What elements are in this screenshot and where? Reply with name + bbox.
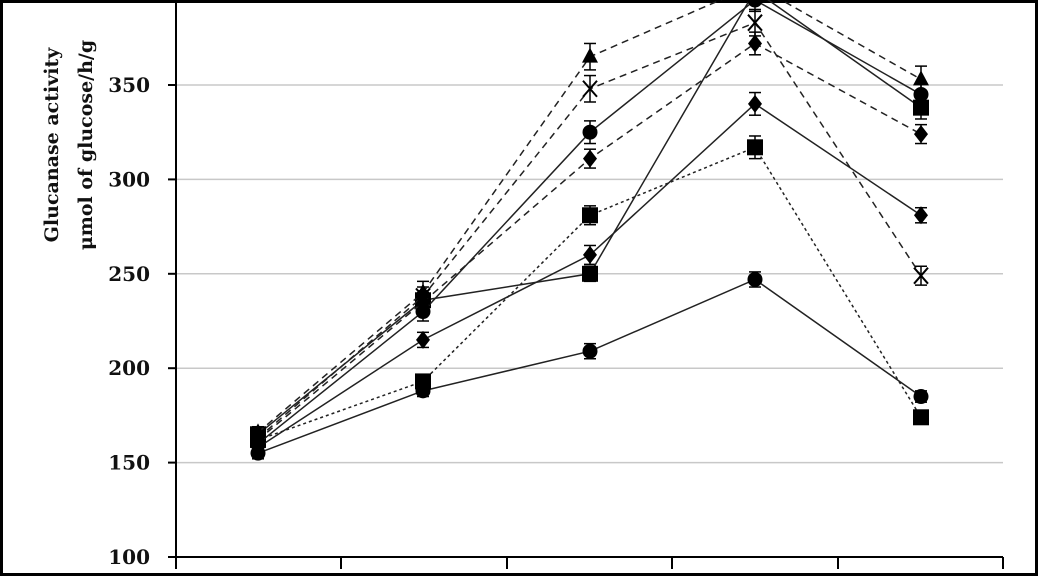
diamond-marker: [583, 149, 597, 168]
square-marker: [913, 99, 929, 116]
circle-marker: [747, 271, 763, 287]
triangle-marker: [913, 70, 929, 86]
circle-marker: [582, 124, 598, 140]
y-tick-label: 300: [108, 167, 150, 191]
axes: [168, 0, 1004, 569]
square-marker: [582, 207, 598, 224]
x-marker: [747, 14, 763, 32]
y-axis-label-line1: Glucanase activity: [41, 47, 63, 243]
y-tick-labels: 100 150 200 250 300 350: [108, 73, 150, 569]
triangle-marker: [582, 47, 598, 63]
diamond-marker: [416, 330, 430, 349]
y-axis-label-line2: μmol of glucose/h/g: [75, 40, 97, 250]
diamond-marker: [748, 34, 762, 53]
circle-marker: [582, 343, 598, 359]
circle-marker: [913, 389, 929, 405]
square-marker: [913, 409, 929, 426]
y-tick-label: 200: [108, 356, 150, 380]
y-tick-label: 250: [108, 262, 150, 286]
y-tick-label: 150: [108, 451, 150, 475]
square-marker: [747, 139, 763, 156]
y-tick-label: 350: [108, 73, 150, 97]
series-2: [250, 135, 929, 448]
series-3: [251, 91, 928, 457]
diamond-marker: [914, 125, 928, 144]
series-1: [250, 271, 929, 461]
circle-marker: [913, 86, 929, 102]
series-8: [250, 0, 929, 439]
y-tick-label: 100: [108, 545, 150, 569]
circle-marker: [747, 0, 763, 8]
diamond-marker: [914, 206, 928, 225]
triangle-marker: [415, 283, 431, 299]
x-marker: [913, 267, 929, 285]
square-marker: [582, 265, 598, 282]
triangle-marker: [250, 423, 266, 439]
diamond-marker: [583, 245, 597, 264]
square-marker: [415, 373, 431, 390]
series-group: [250, 0, 929, 461]
x-marker: [582, 80, 598, 98]
diamond-marker: [748, 94, 762, 113]
